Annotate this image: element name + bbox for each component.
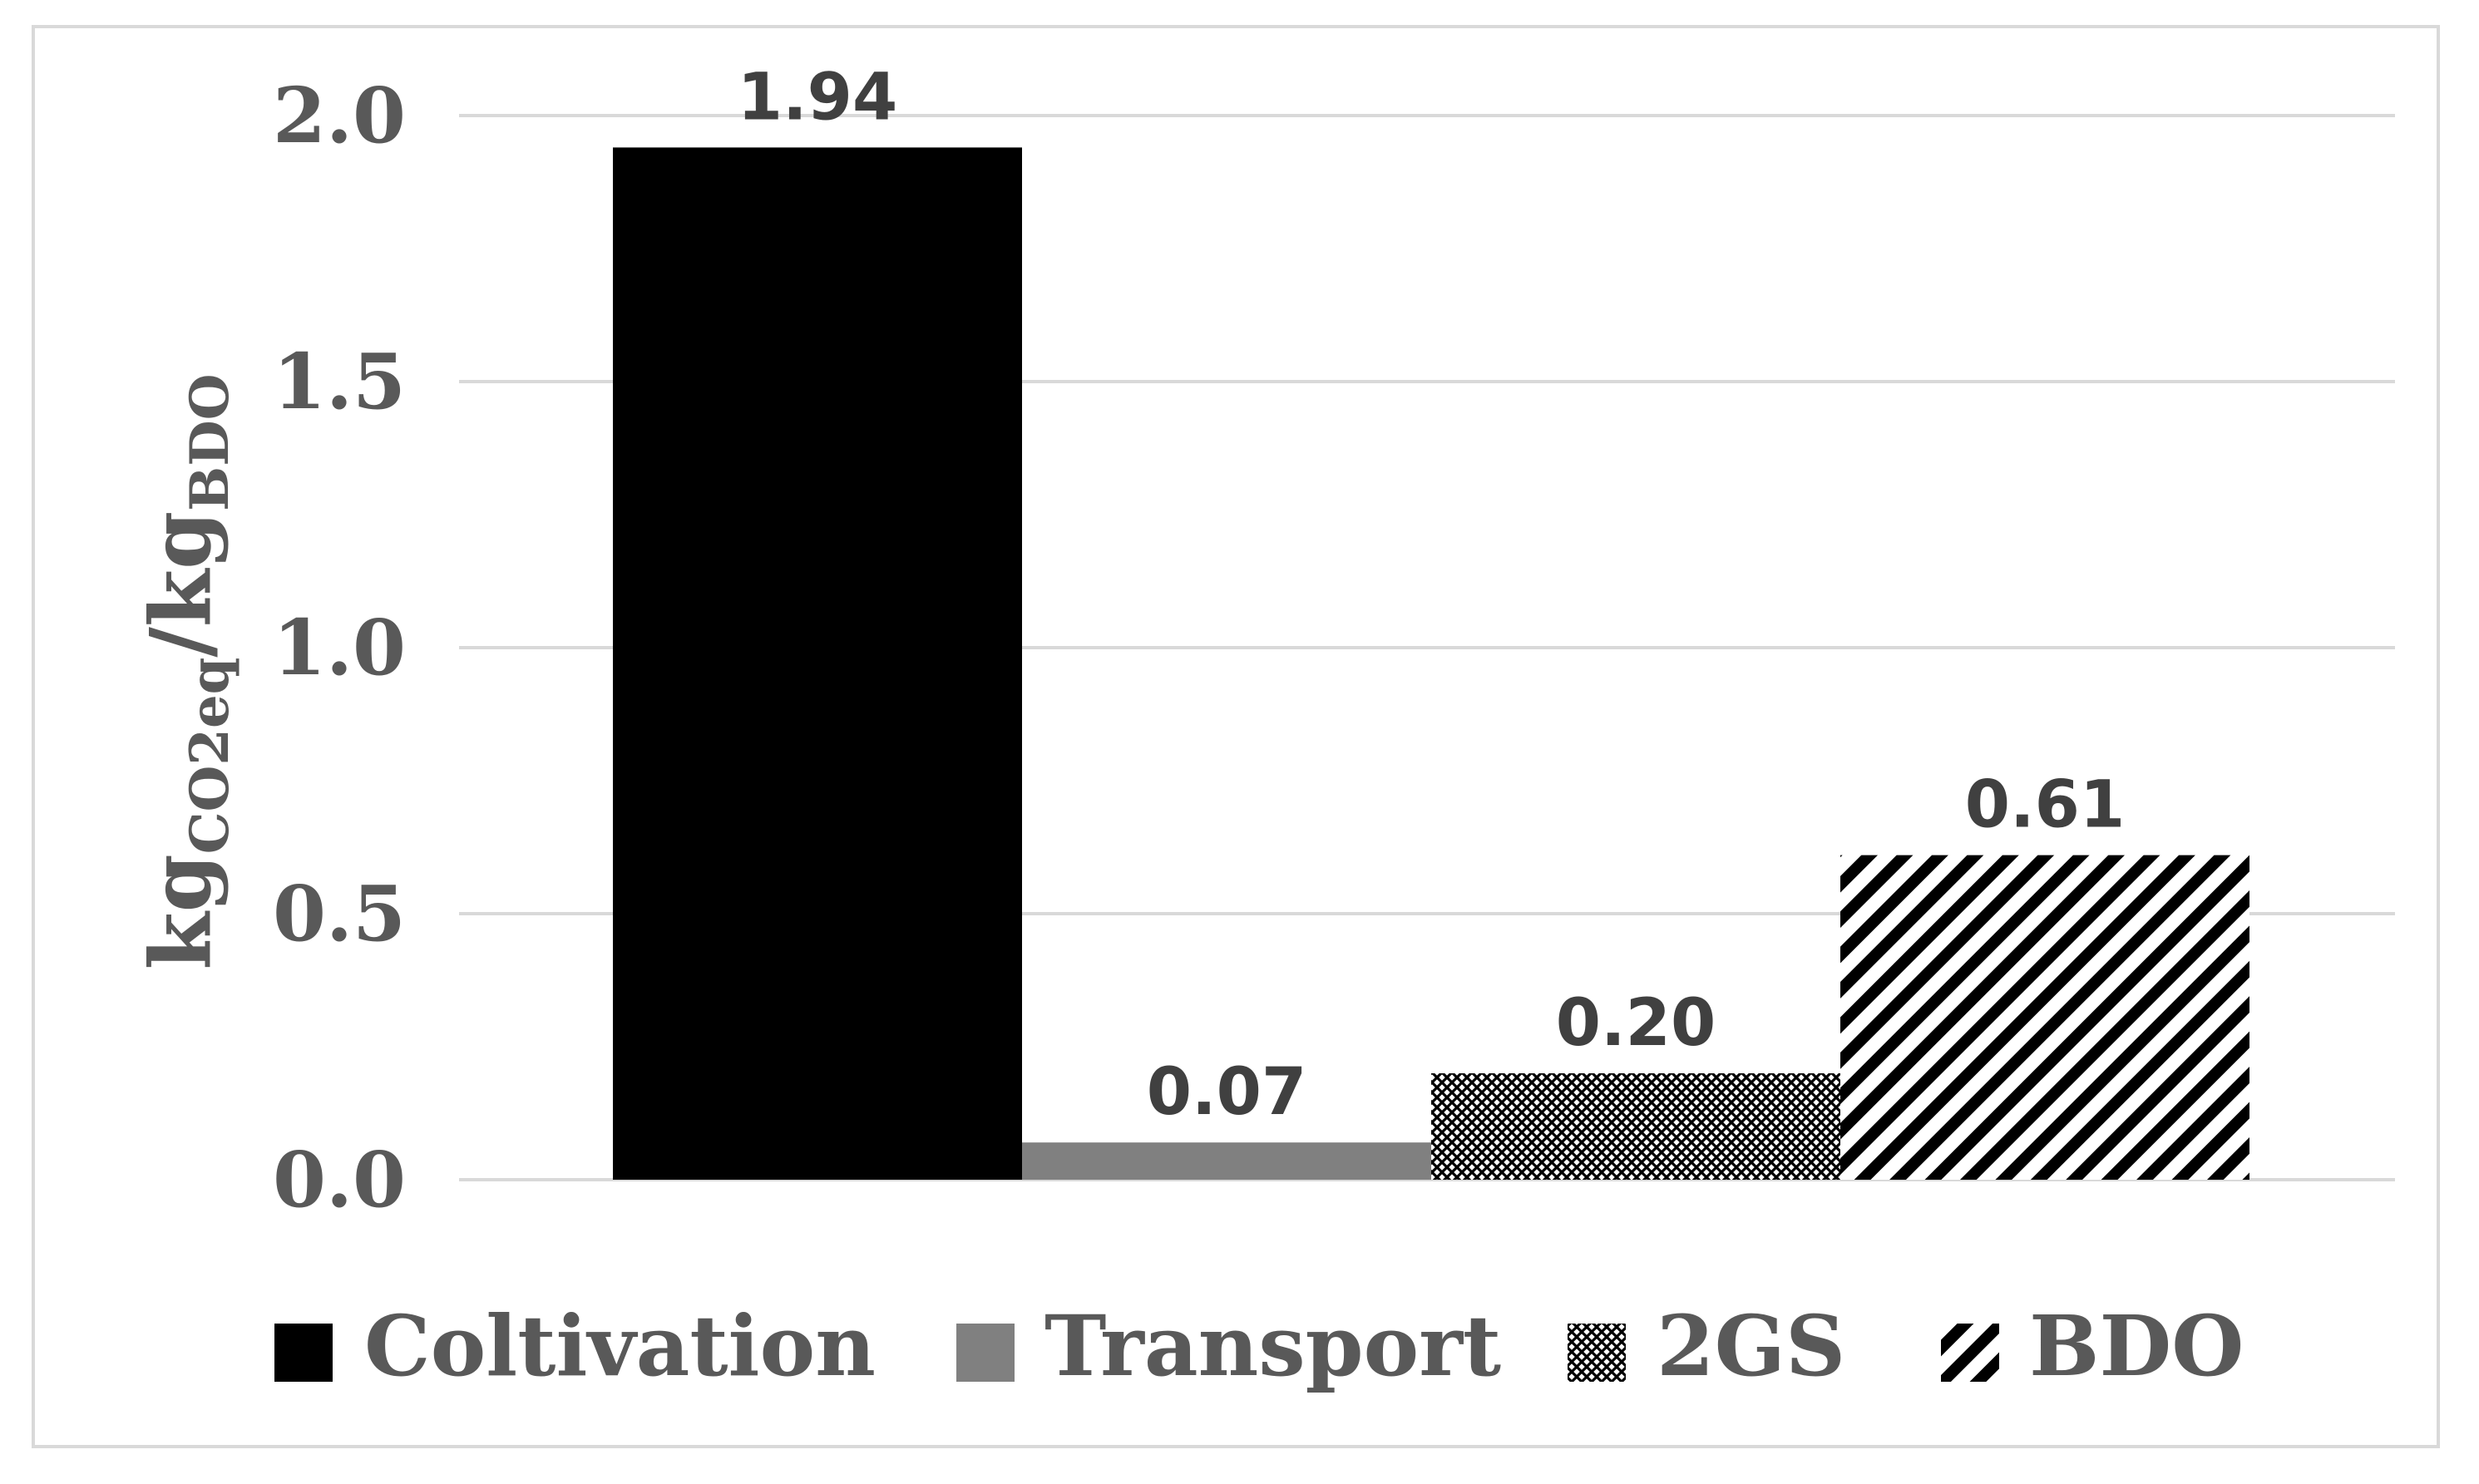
- legend-label: Coltivation: [364, 1297, 876, 1395]
- data-label: 0.20: [1556, 986, 1716, 1061]
- y-axis-title: kgCO2eq/kgBDO: [131, 374, 241, 970]
- legend-label: 2GS: [1657, 1297, 1845, 1395]
- data-label: 1.94: [738, 60, 897, 135]
- legend-swatch-2gs: [1568, 1324, 1626, 1382]
- y-tick-label: 2.0: [273, 71, 406, 160]
- bar-2gs: [1431, 1073, 1840, 1180]
- y-axis-title-main1: kg: [131, 854, 230, 969]
- bar-bdo: [1840, 855, 2249, 1180]
- y-axis-ticks: 0.0 0.5 1.0 1.5 2.0: [273, 71, 406, 1225]
- legend-label: BDO: [2029, 1297, 2244, 1395]
- data-label: 0.61: [1965, 768, 2125, 843]
- legend-swatch-coltivation: [274, 1324, 333, 1382]
- y-tick-label: 1.5: [273, 337, 406, 426]
- legend-swatch-transport: [956, 1324, 1015, 1382]
- legend-label: Transport: [1044, 1297, 1501, 1395]
- bar-transport: [1022, 1142, 1431, 1180]
- y-axis-title-main2: /kg: [131, 511, 230, 658]
- bar-coltivation: [613, 147, 1022, 1180]
- bars: [613, 147, 2249, 1180]
- y-tick-label: 0.0: [273, 1135, 406, 1225]
- legend: Coltivation Transport 2GS BDO: [274, 1297, 2244, 1395]
- y-axis-title-sub2: BDO: [179, 374, 241, 511]
- data-label: 0.07: [1147, 1055, 1306, 1130]
- chart-frame: [32, 25, 2440, 1448]
- y-tick-label: 0.5: [273, 869, 406, 959]
- data-labels: 1.94 0.07 0.20 0.61: [738, 60, 2125, 1130]
- y-tick-label: 1.0: [273, 603, 406, 693]
- legend-swatch-bdo: [1941, 1324, 1999, 1382]
- y-axis-title-sub1: CO2eq: [179, 658, 241, 855]
